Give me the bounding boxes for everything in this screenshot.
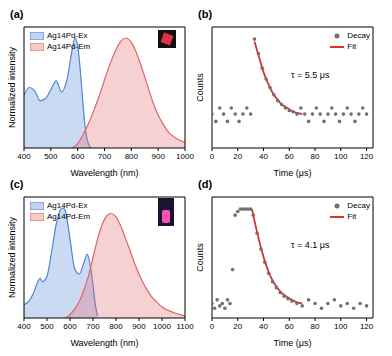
svg-text:500: 500	[44, 152, 58, 161]
html-text:Ag14Pd-Ex: Ag14Pd-Ex	[47, 31, 88, 40]
svg-text:120: 120	[360, 152, 374, 161]
svg-text:1000: 1000	[153, 322, 171, 331]
svg-text:100: 100	[334, 322, 348, 331]
svg-text:700: 700	[98, 152, 112, 161]
svg-text:Wavelength (nm): Wavelength (nm)	[70, 168, 138, 178]
svg-text:0: 0	[210, 152, 215, 161]
html-text:Fit: Fit	[347, 42, 357, 51]
svg-text:700: 700	[86, 322, 100, 331]
svg-text:400: 400	[17, 322, 31, 331]
svg-text:900: 900	[151, 152, 165, 161]
svg-text:Counts: Counts	[196, 243, 205, 272]
svg-text:40: 40	[259, 322, 268, 331]
svg-text:600: 600	[63, 322, 77, 331]
svg-text:120: 120	[360, 322, 374, 331]
svg-text:Normalized intensity: Normalized intensity	[8, 216, 17, 298]
svg-text:40: 40	[259, 152, 268, 161]
svg-text:600: 600	[71, 152, 85, 161]
svg-text:0: 0	[210, 322, 215, 331]
svg-text:20: 20	[233, 322, 242, 331]
html-text:Fit: Fit	[347, 212, 357, 221]
svg-text:20: 20	[233, 152, 242, 161]
svg-text:1100: 1100	[176, 322, 194, 331]
svg-text:Time (μs): Time (μs)	[274, 168, 312, 178]
svg-text:1000: 1000	[176, 152, 194, 161]
svg-text:500: 500	[40, 322, 54, 331]
html-text:Ag14Pd-Ex: Ag14Pd-Ex	[47, 201, 88, 210]
svg-text:60: 60	[285, 152, 294, 161]
svg-text:60: 60	[285, 322, 294, 331]
svg-text:80: 80	[311, 152, 320, 161]
svg-text:Wavelength (nm): Wavelength (nm)	[70, 338, 138, 348]
svg-text:80: 80	[311, 322, 320, 331]
html-text:τ = 4.1 μs: τ = 4.1 μs	[291, 240, 330, 250]
svg-text:800: 800	[109, 322, 123, 331]
svg-text:Counts: Counts	[196, 73, 205, 102]
html-text:(d): (d)	[198, 178, 212, 190]
html-text:(a): (a)	[10, 8, 24, 20]
html-text:(b): (b)	[198, 8, 212, 20]
html-text:Decay: Decay	[347, 201, 370, 210]
html-text:Decay: Decay	[347, 31, 370, 40]
html-text:Ag14Pd-Em: Ag14Pd-Em	[47, 212, 91, 221]
svg-text:Time (μs): Time (μs)	[274, 338, 312, 348]
html-text:(c): (c)	[10, 178, 24, 190]
svg-text:400: 400	[17, 152, 31, 161]
svg-text:Normalized intensity: Normalized intensity	[8, 46, 17, 128]
html-text:τ = 5.5 μs: τ = 5.5 μs	[291, 70, 330, 80]
svg-text:900: 900	[132, 322, 146, 331]
svg-text:800: 800	[125, 152, 139, 161]
html-text:Ag14Pd-Em: Ag14Pd-Em	[47, 42, 91, 51]
svg-text:100: 100	[334, 152, 348, 161]
